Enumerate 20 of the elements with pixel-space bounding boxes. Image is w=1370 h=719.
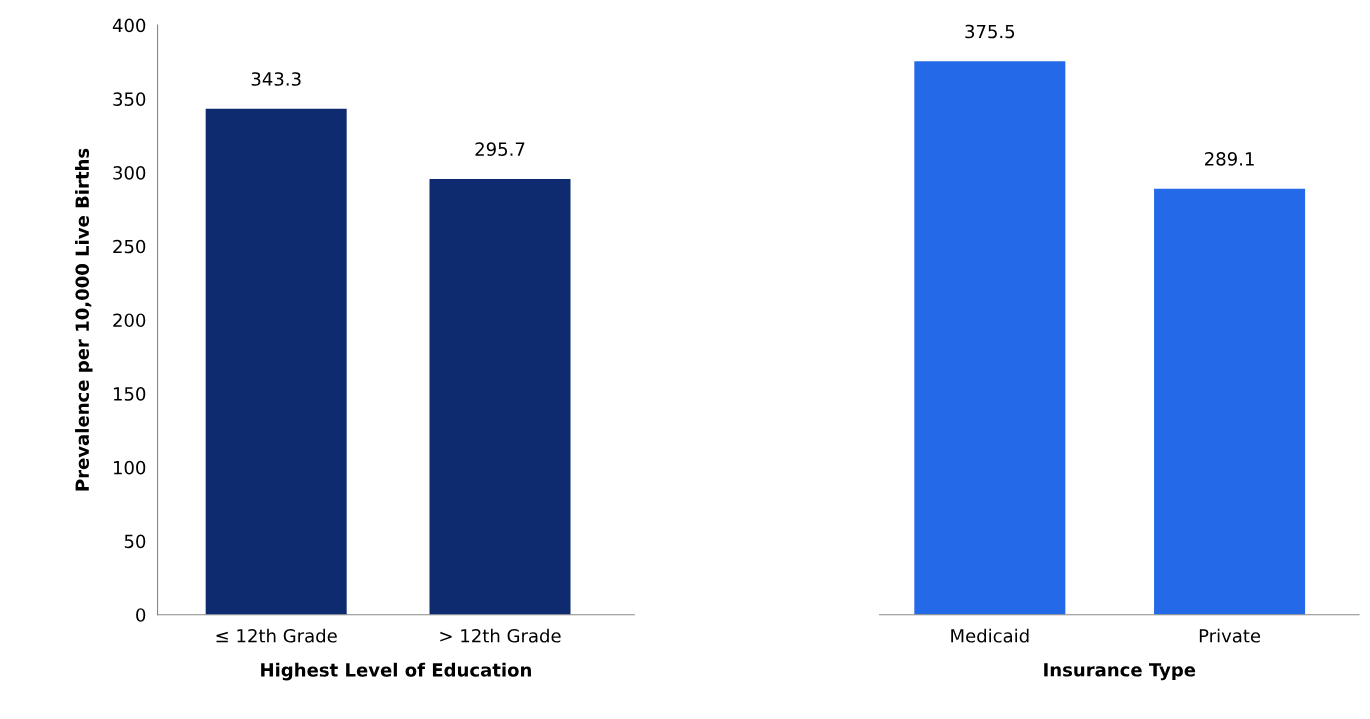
data-label: 375.5	[965, 24, 1015, 39]
y-tick-label: 200	[113, 313, 146, 328]
y-tick-label: 300	[113, 166, 146, 180]
x-tick-label: ≤ 12th Grade	[216, 628, 337, 643]
data-label: 289.1	[1205, 152, 1254, 166]
y-tick-label: 50	[124, 534, 146, 549]
y-tick-label: 250	[113, 239, 146, 254]
data-label: 343.3	[251, 72, 301, 86]
x-tick-label: > 12th Grade	[440, 628, 561, 643]
y-tick-label: 350	[113, 92, 146, 106]
y-tick-label: 150	[113, 387, 146, 401]
x-axis-title: Highest Level of Education	[261, 662, 531, 681]
x-axis-title: Insurance Type	[1044, 663, 1196, 681]
y-tick-label: 0	[136, 608, 146, 622]
x-tick-label: Private	[1199, 628, 1261, 643]
y-axis-title: Prevalence per 10,000 Live Births	[75, 148, 93, 491]
y-tick-label: 100	[113, 460, 146, 475]
data-label: 295.7	[475, 142, 525, 156]
y-tick-label: 400	[112, 18, 146, 33]
x-tick-label: Medicaid	[951, 628, 1029, 643]
